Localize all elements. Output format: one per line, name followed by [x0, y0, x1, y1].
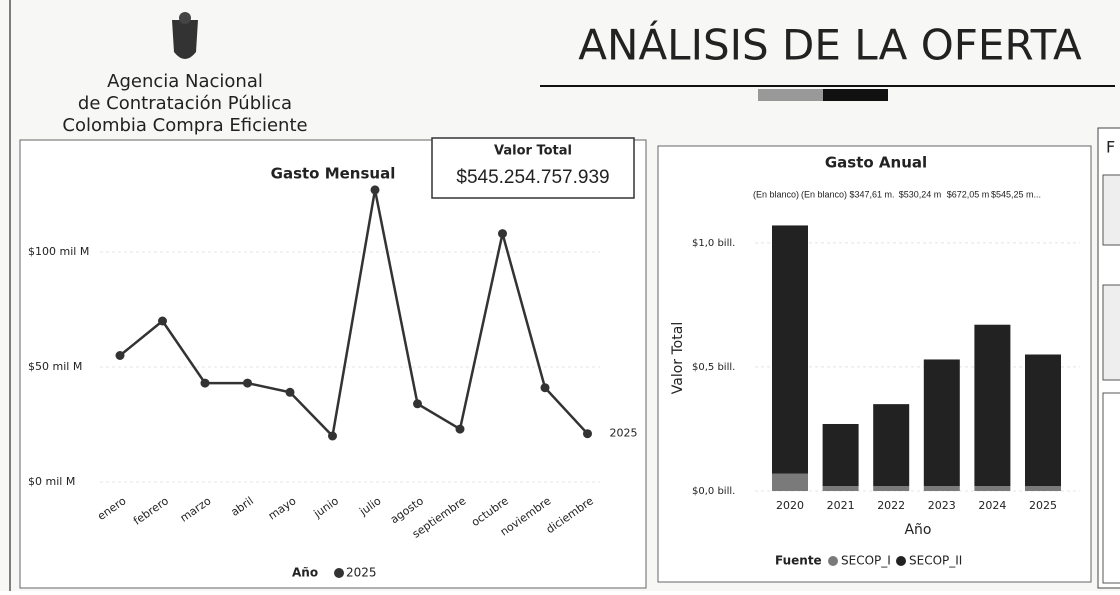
line-point [243, 378, 252, 388]
legend-title: Fuente [775, 554, 822, 568]
title-bar [823, 89, 888, 101]
kpi-card [431, 137, 635, 199]
legend-title: Año [292, 566, 318, 580]
y-tick-label: $0,5 bill. [692, 362, 735, 373]
line-point [158, 316, 167, 326]
x-tick-label: 2023 [928, 499, 956, 512]
chart-title: Gasto Anual [825, 154, 927, 172]
top-label: (En blanco) [753, 189, 799, 199]
y-tick-label: $0 mil M [28, 475, 75, 488]
bar-segment [772, 473, 808, 491]
line-point [455, 424, 465, 434]
line-point [115, 351, 125, 360]
agency-line: Agencia Nacional [107, 71, 263, 92]
legend-label: SECOP_II [909, 554, 962, 568]
y-tick-label: $1,0 bill. [692, 238, 735, 249]
agency-line: Colombia Compra Eficiente [62, 115, 307, 136]
line-point [498, 229, 507, 239]
line-point [413, 399, 422, 409]
line-point [540, 383, 550, 393]
y-tick-label: $100 mil M [28, 245, 89, 258]
line-point [328, 431, 337, 441]
bar-segment [873, 404, 910, 487]
line-point [200, 378, 210, 388]
bar-segment [974, 486, 1011, 491]
page-title: ANÁLISIS DE LA OFERTA [578, 20, 1082, 70]
series-end-label: 2025 [610, 427, 638, 440]
legend-label: 2025 [346, 566, 377, 580]
line-panel [19, 139, 647, 589]
bar-segment [822, 486, 859, 491]
line-point [285, 387, 295, 397]
y-axis-label: Valor Total [670, 322, 686, 394]
legend-swatch [896, 556, 906, 566]
top-label: (En blanco) [801, 189, 847, 199]
bar-segment [923, 359, 960, 487]
bar-segment [1025, 486, 1061, 491]
logo [172, 12, 198, 59]
line-series [119, 189, 589, 439]
x-axis-label: Año [904, 522, 931, 538]
side-card [1102, 174, 1120, 246]
line-point [370, 185, 380, 195]
line-point [583, 429, 592, 439]
title-bar [758, 89, 823, 101]
x-tick-label: 2022 [877, 499, 905, 512]
bar-segment [873, 486, 910, 491]
side-panel-title: F [1106, 138, 1115, 157]
x-tick-label: 2024 [978, 499, 1006, 512]
bar-segment [822, 423, 859, 487]
x-tick-label: 2020 [776, 499, 804, 512]
top-label: $545,25 m... [991, 189, 1041, 199]
legend-swatch [334, 568, 344, 578]
top-label: $672,05 m [947, 189, 990, 199]
legend-swatch [828, 556, 838, 566]
y-tick-label: $0,0 bill. [692, 486, 735, 497]
bar-segment [974, 324, 1011, 487]
x-tick-label: 2025 [1029, 499, 1057, 512]
kpi-label: Valor Total [494, 144, 572, 159]
bar-panel [657, 145, 1092, 583]
legend-label: SECOP_I [841, 554, 891, 568]
x-tick-label: 2021 [827, 499, 855, 512]
y-tick-label: $50 mil M [28, 360, 82, 373]
bar-segment [1025, 354, 1061, 487]
bar-segment [772, 225, 808, 474]
side-card [1102, 392, 1120, 584]
kpi-value: $545.254.757.939 [456, 167, 609, 188]
chart-title: Gasto Mensual [271, 165, 396, 183]
top-label: $347,61 m. [849, 189, 894, 199]
top-label: $530,24 m [899, 189, 942, 199]
side-card [1102, 284, 1120, 381]
bar-segment [923, 486, 960, 491]
agency-line: de Contratación Pública [78, 93, 292, 114]
